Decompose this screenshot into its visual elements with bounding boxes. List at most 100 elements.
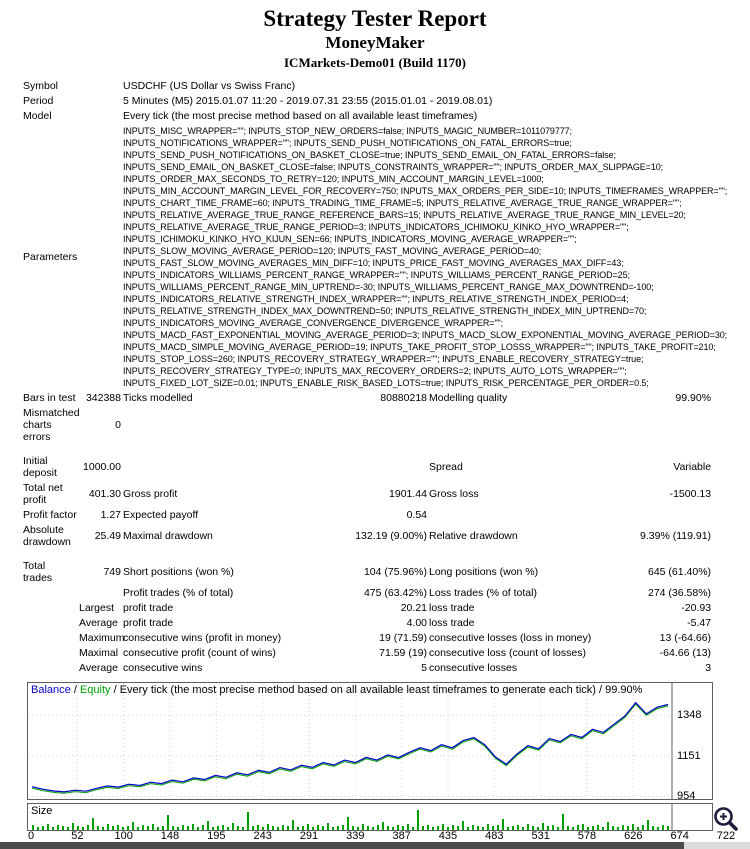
size-bar <box>327 823 329 830</box>
size-bar <box>632 824 634 830</box>
y-axis-value: 1348 <box>677 709 702 722</box>
size-bar <box>67 827 69 830</box>
x-axis-value: 243 <box>253 830 272 842</box>
size-bar <box>137 827 139 830</box>
symbol-value: USDCHF (US Dollar vs Swiss Franc) <box>123 80 296 92</box>
legend-separator: / <box>110 684 120 696</box>
stats-cell: consecutive wins (profit in money) <box>123 632 282 644</box>
stats-cell: -64.66 (13) <box>659 647 712 659</box>
scrollbar-thumb[interactable] <box>0 842 684 849</box>
size-bar <box>147 826 149 830</box>
stats-cell: loss trade <box>429 602 475 614</box>
size-bar <box>447 827 449 830</box>
stats-cell: -5.47 <box>687 617 712 629</box>
parameters-value: INPUTS_MISC_WRAPPER=""; INPUTS_STOP_NEW_… <box>123 126 728 388</box>
row-label-profit-factor: Profit factor <box>23 509 77 521</box>
stats-cell <box>123 453 310 480</box>
size-bar <box>582 824 584 830</box>
row-label-bars-in-test: Bars in test <box>23 392 76 404</box>
size-bar <box>542 823 544 830</box>
y-axis-value: 954 <box>677 790 696 803</box>
stats-cell: 99.90% <box>675 392 712 404</box>
report-stats-table: Symbol USDCHF (US Dollar vs Swiss Franc) P… <box>23 78 728 675</box>
stats-cell: Gross loss <box>429 488 479 500</box>
stats-cell: -20.93 <box>681 602 712 614</box>
size-bar <box>322 826 324 830</box>
size-bar <box>402 826 404 830</box>
size-bar <box>82 827 84 830</box>
stats-cell <box>23 645 79 660</box>
size-bar <box>627 826 629 830</box>
expert-name: MoneyMaker <box>325 33 425 52</box>
x-axis-value: 100 <box>114 830 133 842</box>
size-bar <box>272 826 274 830</box>
size-bar <box>607 822 609 830</box>
size-bar <box>337 826 339 830</box>
spacer-row <box>23 549 713 558</box>
stats-cell: Gross profit <box>123 488 178 500</box>
x-axis-value: 578 <box>577 830 597 842</box>
stats-cell: 401.30 <box>88 488 121 500</box>
row-label-largest: Largest <box>79 602 115 614</box>
size-bar <box>122 827 124 830</box>
stats-cell: 20.21 <box>400 602 427 614</box>
stats-cell: consecutive wins <box>123 662 203 674</box>
size-bar <box>77 826 79 830</box>
row-label-absolute-drawdown: Absolute drawdown <box>23 524 71 548</box>
chart-legend: Balance / Equity / Every tick (the most … <box>31 684 669 697</box>
size-bar <box>242 827 244 830</box>
stats-cell <box>429 507 628 522</box>
size-bar <box>312 827 314 830</box>
row-label-total-trades: Total trades <box>23 560 53 584</box>
legend-separator: / <box>70 684 80 696</box>
legend-description: Every tick (the most precise method base… <box>119 684 643 696</box>
size-bar <box>412 827 414 830</box>
horizontal-scrollbar[interactable] <box>0 842 750 849</box>
stats-cell: 80880218 <box>380 392 427 404</box>
size-bar <box>352 826 354 830</box>
stats-cell: 645 (61.40%) <box>648 566 712 578</box>
size-bar <box>117 825 119 830</box>
equity-curve <box>31 703 669 794</box>
balance-curve <box>31 701 669 793</box>
size-bar <box>427 825 429 830</box>
size-bar <box>442 824 444 830</box>
stats-cell: 342388 <box>85 392 121 404</box>
spacer-row <box>23 444 713 453</box>
size-bar <box>72 823 74 830</box>
size-bar <box>552 825 554 830</box>
period-value: 5 Minutes (M5) 2015.01.07 11:20 - 2019.0… <box>123 95 493 107</box>
x-axis-value: 483 <box>485 830 504 842</box>
size-bar <box>432 827 434 830</box>
server-build: ICMarkets-Demo01 (Build 1170) <box>284 55 466 70</box>
stats-cell: 749 <box>103 566 121 578</box>
page-title: Strategy Tester Report <box>263 6 487 31</box>
stats-cell: Relative drawdown <box>429 530 518 542</box>
x-axis-value: 0 <box>27 830 35 842</box>
stats-cell: consecutive losses <box>429 662 518 674</box>
zoom-button[interactable] <box>711 804 741 834</box>
stats-cell: 0 <box>115 419 121 431</box>
stats-cell: loss trade <box>429 617 475 629</box>
stats-cell: consecutive losses (loss in money) <box>429 632 592 644</box>
size-bar <box>642 825 644 830</box>
size-bar <box>157 827 159 830</box>
stats-cell: 19 (71.59) <box>379 632 427 644</box>
size-bar <box>42 826 44 830</box>
x-axis-value: 387 <box>392 830 411 842</box>
size-bar <box>282 825 284 830</box>
size-bar <box>612 826 614 830</box>
size-bar <box>522 827 524 830</box>
stats-cell: Short positions (won %) <box>123 566 234 578</box>
size-bar <box>152 824 154 830</box>
stats-cell: Ticks modelled <box>123 392 193 404</box>
stats-cell: Expected payoff <box>123 509 199 521</box>
size-bar <box>477 826 479 830</box>
size-bar <box>302 826 304 830</box>
size-bar <box>262 827 264 830</box>
row-label-symbol: Symbol <box>23 80 59 92</box>
stats-cell: 104 (75.96%) <box>363 566 427 578</box>
stats-cell <box>79 78 123 93</box>
size-bar <box>572 827 574 830</box>
size-bar <box>517 825 519 830</box>
